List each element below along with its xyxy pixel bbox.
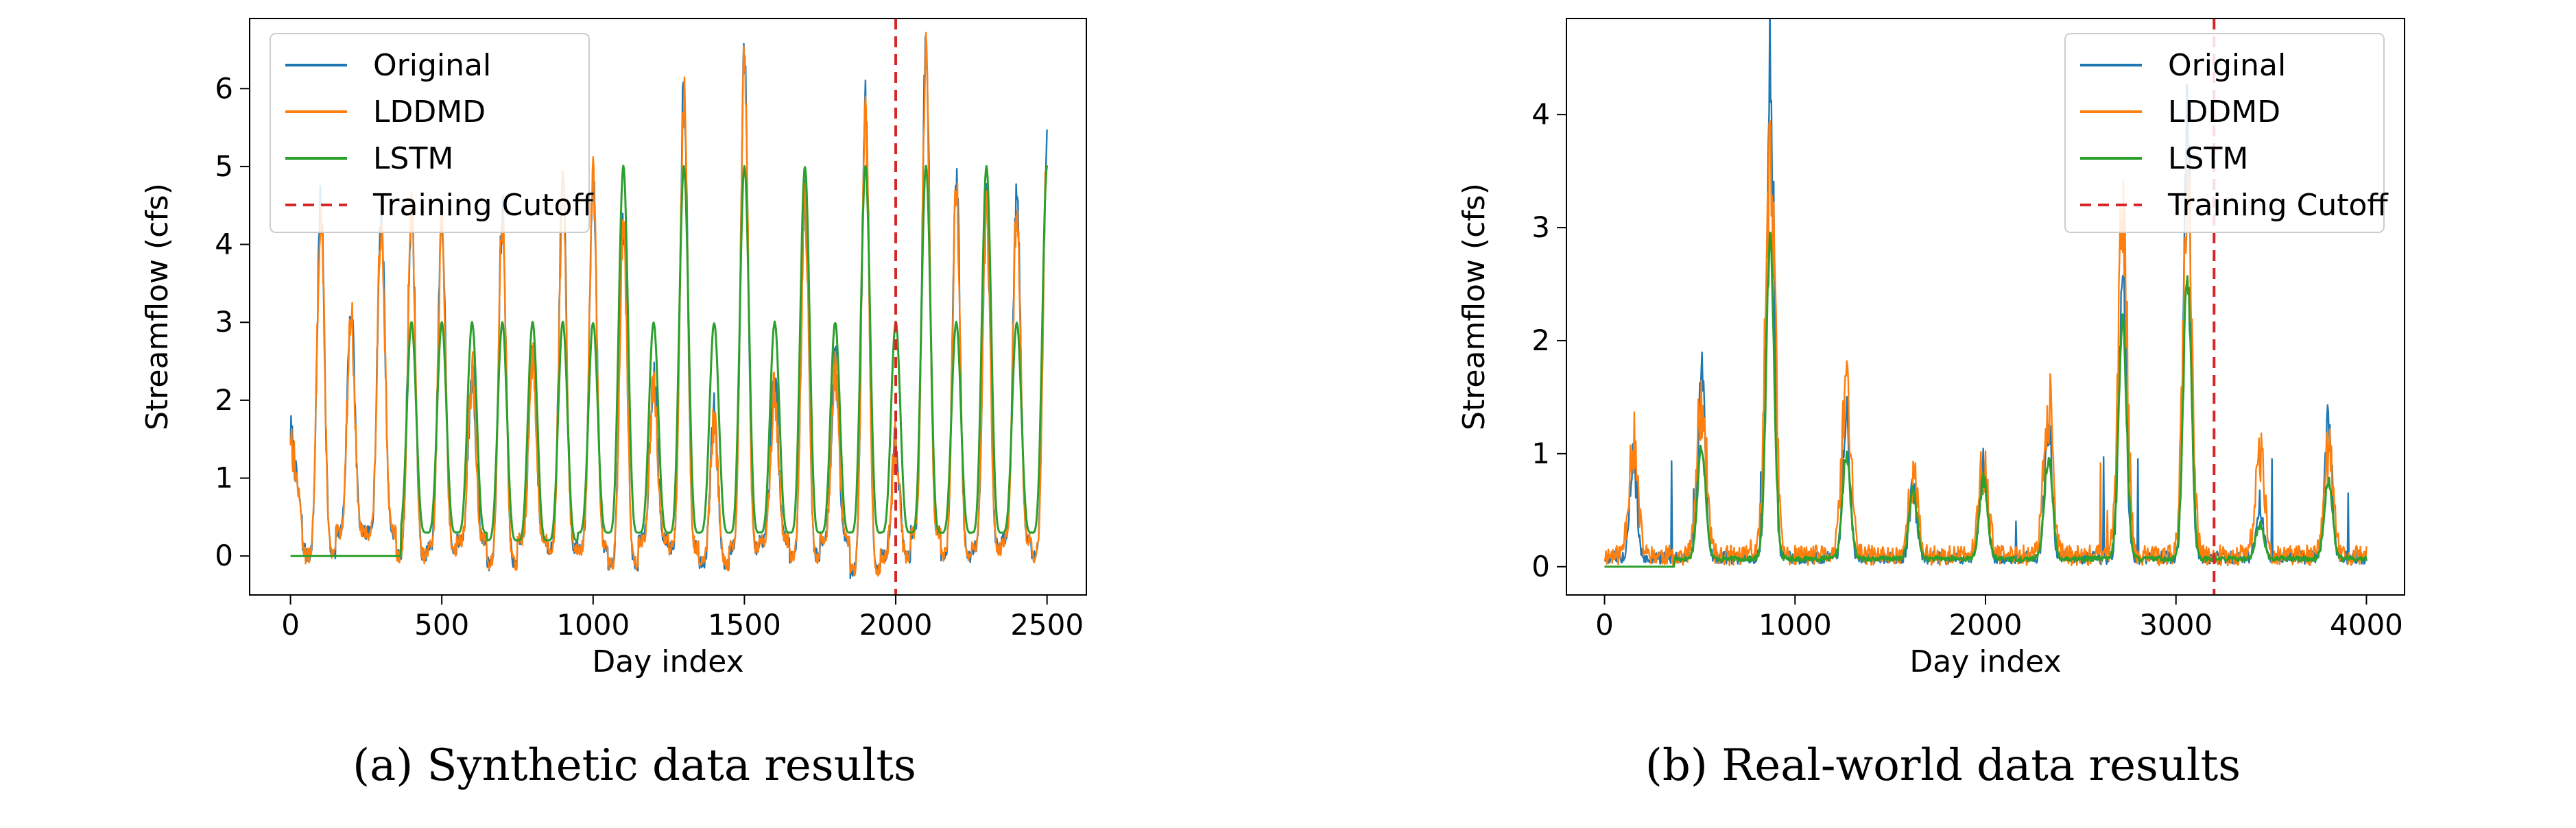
y-tick-label: 0 bbox=[215, 539, 233, 572]
line-lstm bbox=[289, 165, 1049, 557]
legend-label-lstm: LSTM bbox=[2168, 141, 2248, 176]
x-tick-label: 1000 bbox=[556, 608, 630, 642]
y-tick-label: 1 bbox=[1531, 437, 1550, 470]
legend: Original LDDMD LSTM Training Cutoff bbox=[2064, 33, 2389, 233]
legend-label-original: Original bbox=[2168, 48, 2286, 83]
x-tick-label: 2000 bbox=[1949, 608, 2023, 642]
x-tick-label: 4000 bbox=[2330, 608, 2403, 642]
legend-frame bbox=[2064, 33, 2385, 233]
legend-frame bbox=[270, 33, 590, 233]
x-axis-label: Day index bbox=[1909, 644, 2061, 679]
line-lddmd bbox=[1603, 119, 2368, 567]
x-tick-label: 500 bbox=[414, 608, 469, 642]
y-tick-label: 3 bbox=[215, 305, 233, 339]
x-tick-label: 0 bbox=[281, 608, 300, 642]
x-axis-label: Day index bbox=[592, 644, 743, 679]
plot-area bbox=[289, 19, 1049, 595]
legend-label-original: Original bbox=[373, 48, 491, 83]
y-axis-label: Streamflow (cfs) bbox=[1457, 183, 1492, 430]
legend-label-lstm: LSTM bbox=[373, 141, 453, 176]
caption-a: (a) Synthetic data results bbox=[353, 740, 916, 791]
y-axis-label: Streamflow (cfs) bbox=[140, 183, 175, 430]
legend-label-lddmd: LDDMD bbox=[2168, 95, 2280, 130]
legend-label-lddmd: LDDMD bbox=[373, 95, 486, 130]
x-tick-label: 3000 bbox=[2139, 608, 2213, 642]
y-tick-label: 1 bbox=[215, 461, 233, 495]
y-tick-label: 3 bbox=[1531, 210, 1550, 244]
x-tick-label: 1500 bbox=[708, 608, 781, 642]
y-tick-label: 6 bbox=[215, 71, 233, 105]
caption-b: (b) Real-world data results bbox=[1645, 740, 2241, 791]
legend: Original LDDMD LSTM Training Cutoff bbox=[270, 33, 594, 233]
axes-frame bbox=[1566, 18, 2405, 596]
legend-label-training-cutoff: Training Cutoff bbox=[372, 188, 594, 223]
x-tick-label: 1000 bbox=[1758, 608, 1832, 642]
x-tick-label: 2500 bbox=[1010, 608, 1084, 642]
y-tick-label: 2 bbox=[1531, 324, 1550, 357]
legend-label-training-cutoff: Training Cutoff bbox=[2167, 188, 2389, 223]
y-tick-label: 0 bbox=[1531, 550, 1550, 583]
axes-frame bbox=[249, 18, 1087, 596]
y-tick-label: 4 bbox=[1531, 97, 1550, 131]
line-lstm bbox=[1604, 232, 2368, 568]
y-tick-label: 4 bbox=[215, 228, 233, 261]
chart-real-world: 0 1000 2000 3000 4000 0 1 2 3 4 Day index Streamflo… bbox=[1457, 18, 2405, 679]
y-tick-label: 2 bbox=[215, 383, 233, 417]
x-tick-label: 0 bbox=[1595, 608, 1614, 642]
chart-synthetic: 0 500 1000 1500 2000 2500 0 1 2 3 4 5 6 Day index Stre… bbox=[140, 18, 1087, 679]
y-tick-label: 5 bbox=[215, 149, 233, 183]
x-tick-label: 2000 bbox=[859, 608, 933, 642]
